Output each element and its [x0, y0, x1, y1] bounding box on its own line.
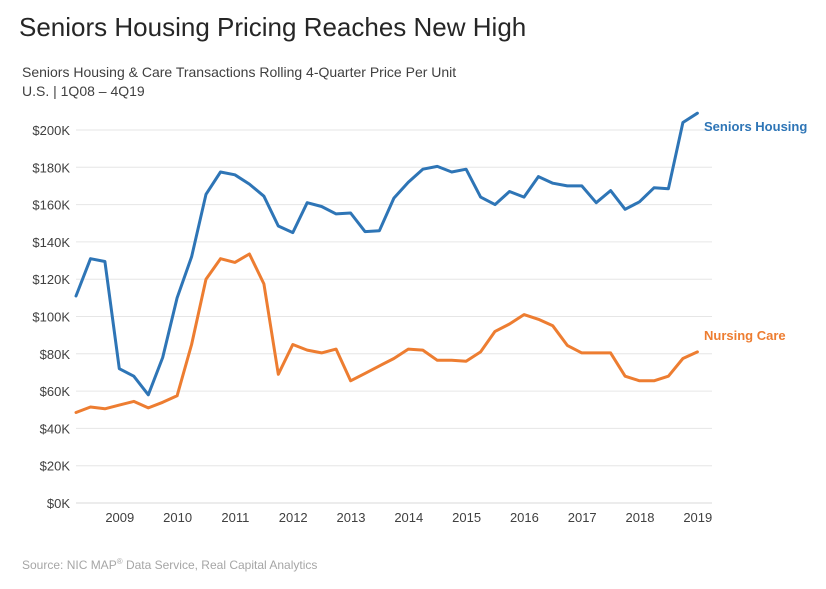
x-tick-label: 2013 [337, 510, 366, 525]
source-prefix: Source: NIC MAP [22, 558, 117, 572]
x-tick-label: 2016 [510, 510, 539, 525]
x-tick-label: 2009 [105, 510, 134, 525]
series-line-nursing-care [74, 252, 699, 414]
x-tick-label: 2019 [683, 510, 712, 525]
x-axis-tick-labels: 2009 2010 2011 2012 2013 2014 2015 2016 2017 2018… [105, 510, 712, 525]
source-note: Source: NIC MAP® Data Service, Real Capi… [22, 557, 317, 572]
subtitle-line-2: U.S. | 1Q08 – 4Q19 [22, 83, 145, 99]
y-tick-label: $140K [32, 235, 70, 250]
subtitle-line-1: Seniors Housing & Care Transactions Roll… [22, 64, 457, 80]
x-tick-label: 2011 [221, 510, 249, 525]
y-axis-tick-labels: $0K $20K $40K $60K $80K $100K $120K $140K $160K $… [32, 123, 70, 511]
source-suffix: Data Service, Real Capital Analytics [122, 558, 318, 572]
y-tick-label: $100K [32, 310, 70, 325]
y-tick-label: $60K [40, 384, 71, 399]
y-tick-label: $200K [32, 123, 70, 138]
series-line-seniors-housing [74, 111, 699, 397]
y-tick-label: $120K [32, 272, 70, 287]
y-tick-label: $20K [40, 459, 71, 474]
x-tick-label: 2010 [163, 510, 192, 525]
x-tick-label: 2012 [279, 510, 308, 525]
y-tick-label: $0K [47, 496, 70, 511]
x-tick-label: 2018 [626, 510, 655, 525]
y-tick-label: $160K [32, 198, 70, 213]
y-tick-label: $80K [40, 347, 71, 362]
registered-mark: ® [116, 557, 123, 566]
y-tick-label: $180K [32, 160, 70, 175]
series-labels: Seniors Housing Nursing Care [704, 119, 807, 343]
y-tick-label: $40K [40, 421, 71, 436]
x-tick-label: 2017 [568, 510, 597, 525]
chart-title: Seniors Housing Pricing Reaches New High [19, 12, 527, 42]
series-label-seniors-housing: Seniors Housing [704, 119, 807, 134]
x-tick-label: 2015 [452, 510, 481, 525]
series-lines [74, 111, 699, 414]
series-label-nursing-care: Nursing Care [704, 328, 786, 343]
x-tick-label: 2014 [394, 510, 423, 525]
chart-subtitle: Seniors Housing & Care Transactions Roll… [22, 63, 456, 101]
